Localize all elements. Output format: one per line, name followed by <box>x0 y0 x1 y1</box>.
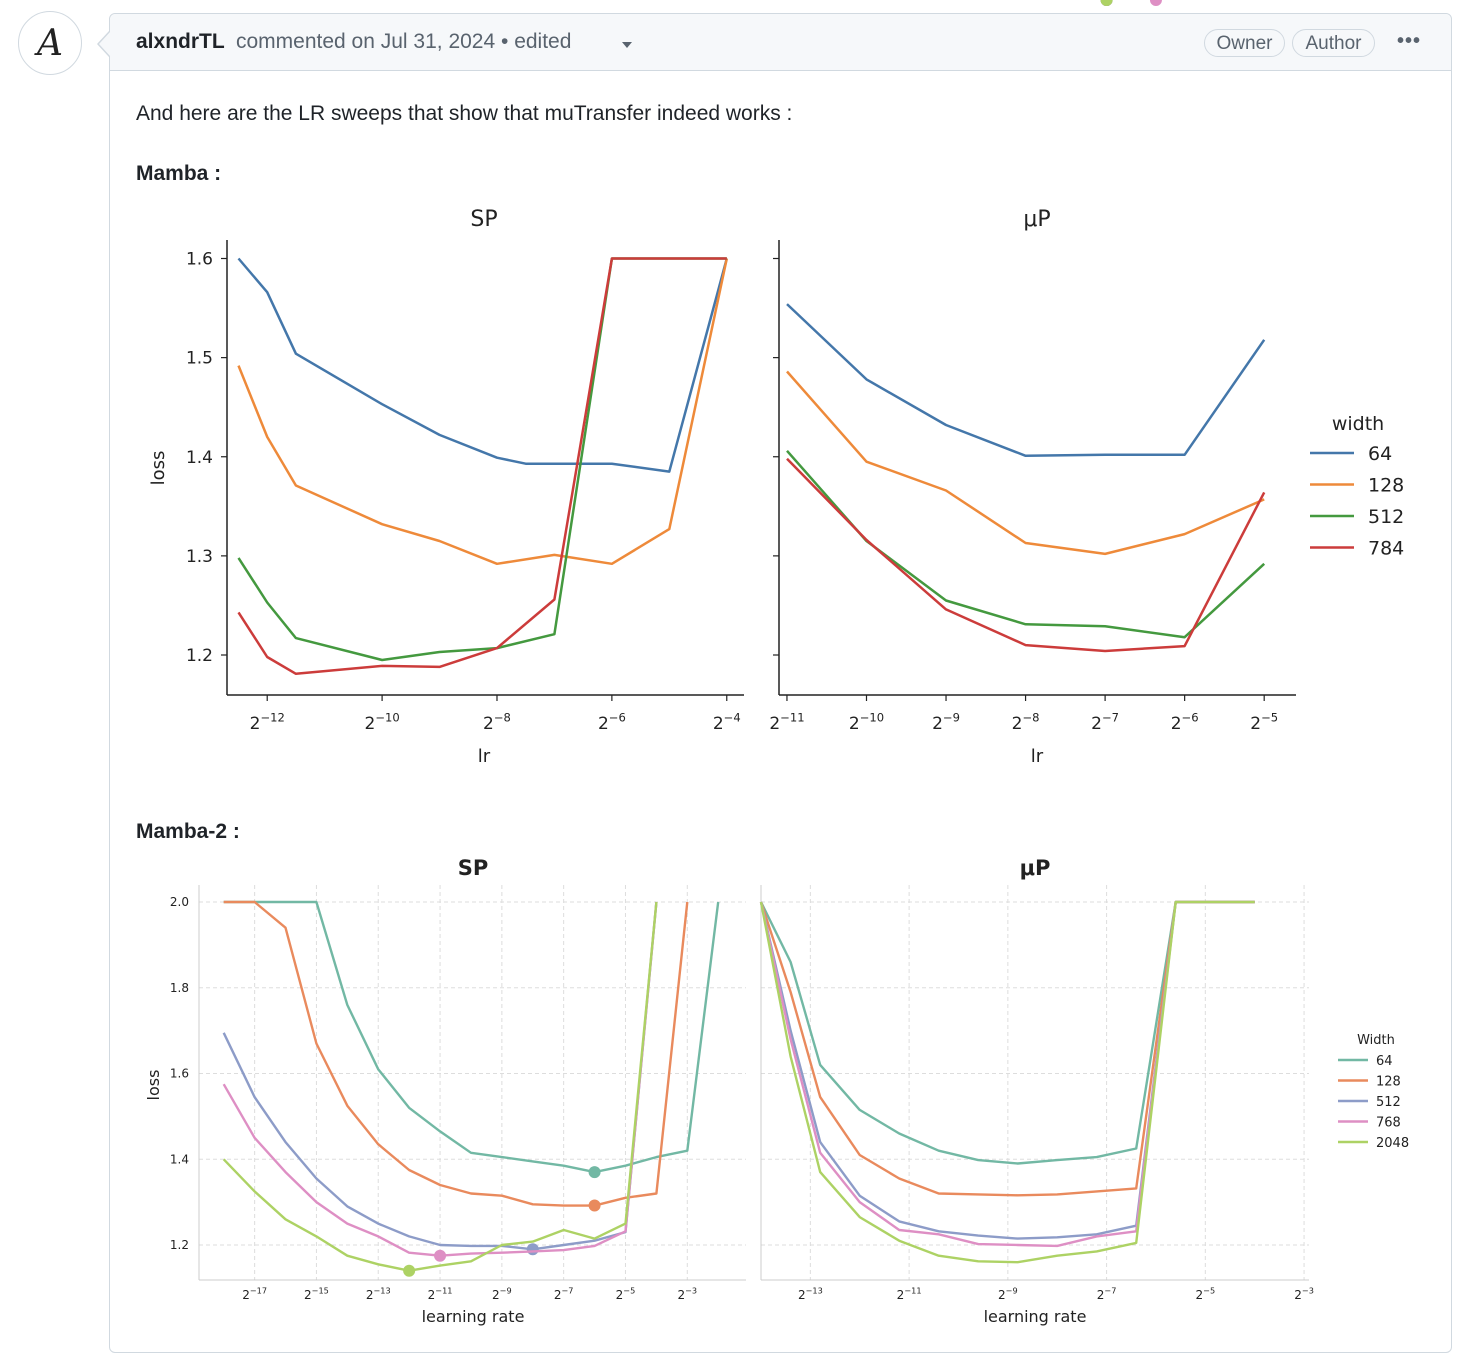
legend-title: width <box>1332 413 1384 435</box>
series-line-512 <box>222 901 658 1251</box>
comment-meta[interactable]: commented on Jul 31, 2024 • edited <box>236 30 572 53</box>
y-tick-label: 1.4 <box>170 1152 189 1166</box>
min-marker-64 <box>588 1166 601 1179</box>
chevron-down-icon[interactable] <box>622 42 632 48</box>
owner-badge: Owner <box>1204 29 1285 57</box>
x-tick-label: 2−13 <box>366 1286 391 1302</box>
comment-caret-inner <box>99 32 110 56</box>
x-tick-label: 2−13 <box>798 1286 823 1302</box>
series-line-64 <box>237 257 729 473</box>
x-tick-label: 2−9 <box>492 1286 512 1302</box>
x-tick-label: 2−11 <box>897 1286 922 1302</box>
comment-body-text: And here are the LR sweeps that show tha… <box>136 102 793 125</box>
y-axis-label: loss <box>144 1070 163 1101</box>
author-link[interactable]: alxndrTL <box>136 30 225 53</box>
series-line-512 <box>237 257 727 662</box>
legend-label-784: 784 <box>1368 538 1404 560</box>
x-tick-label: 2−5 <box>616 1286 636 1302</box>
x-tick-label: 2−7 <box>1097 1286 1117 1302</box>
chart-title: SP <box>458 856 489 880</box>
series-line-64 <box>786 303 1266 458</box>
chart-title: μP <box>1023 207 1050 232</box>
chart-title: SP <box>470 207 497 232</box>
x-tick-label: 2−3 <box>1294 1286 1314 1302</box>
avatar[interactable]: A <box>18 11 82 75</box>
x-tick-label: 2−10 <box>364 710 399 734</box>
comment-header: alxndrTL commented on Jul 31, 2024 • edi… <box>110 14 1451 71</box>
mamba-heading: Mamba : <box>136 162 222 185</box>
x-tick-label: 2−4 <box>713 710 741 734</box>
avatar-letter: A <box>37 22 63 64</box>
x-tick-label: 2−8 <box>483 710 511 734</box>
min-marker-768 <box>1149 0 1162 6</box>
y-tick-label: 1.3 <box>186 547 213 567</box>
y-tick-label: 1.2 <box>170 1238 189 1252</box>
min-marker-128 <box>588 1199 601 1212</box>
x-tick-label: 2−10 <box>849 710 884 734</box>
x-tick-label: 2−11 <box>428 1286 453 1302</box>
legend-label-512: 512 <box>1376 1095 1401 1110</box>
x-axis-label: learning rate <box>422 1307 525 1326</box>
y-tick-label: 2.0 <box>170 895 189 909</box>
y-tick-label: 1.5 <box>186 349 213 369</box>
x-tick-label: 2−8 <box>1012 710 1040 734</box>
series-line-784 <box>237 257 727 676</box>
x-axis-label: learning rate <box>984 1307 1087 1326</box>
x-tick-label: 2−7 <box>1091 710 1119 734</box>
series-line-2048 <box>759 900 1255 1264</box>
min-marker-768 <box>434 1249 447 1262</box>
y-tick-label: 1.8 <box>170 981 189 995</box>
min-marker-2048 <box>403 1264 416 1277</box>
x-tick-label: 2−11 <box>769 710 804 734</box>
y-tick-label: 1.6 <box>186 250 213 270</box>
legend-label-512: 512 <box>1368 506 1404 528</box>
chart-title: μP <box>1020 856 1051 880</box>
min-marker-2048 <box>1100 0 1113 6</box>
x-tick-label: 2−5 <box>1250 710 1278 734</box>
series-line-128 <box>223 900 689 1207</box>
legend-label-64: 64 <box>1368 443 1392 465</box>
series-line-784 <box>786 457 1266 653</box>
series-line-64 <box>223 900 720 1174</box>
y-tick-label: 1.4 <box>186 448 213 468</box>
x-axis-label: lr <box>1031 746 1044 767</box>
x-tick-label: 2−7 <box>554 1286 574 1302</box>
x-tick-label: 2−17 <box>242 1286 267 1302</box>
legend-label-2048: 2048 <box>1376 1136 1409 1151</box>
series-line-2048 <box>222 901 658 1272</box>
author-badge: Author <box>1292 29 1375 57</box>
legend-label-768: 768 <box>1376 1116 1401 1131</box>
y-tick-label: 1.2 <box>186 646 213 666</box>
x-tick-label: 2−15 <box>304 1286 329 1302</box>
y-axis-label: loss <box>148 451 169 486</box>
legend-title: Width <box>1357 1033 1395 1048</box>
x-tick-label: 2−3 <box>677 1286 697 1302</box>
kebab-menu-icon[interactable]: ••• <box>1396 30 1421 52</box>
x-axis-label: lr <box>478 746 491 767</box>
x-tick-label: 2−9 <box>932 710 960 734</box>
mamba2-heading: Mamba-2 : <box>136 820 240 843</box>
series-line-128 <box>237 258 729 566</box>
series-line-128 <box>786 370 1265 556</box>
x-tick-label: 2−6 <box>598 710 626 734</box>
x-tick-label: 2−9 <box>998 1286 1018 1302</box>
x-tick-label: 2−12 <box>250 710 285 734</box>
legend-label-128: 128 <box>1376 1075 1401 1090</box>
x-tick-label: 2−5 <box>1195 1286 1215 1302</box>
legend-label-128: 128 <box>1368 475 1404 497</box>
x-tick-label: 2−6 <box>1171 710 1199 734</box>
legend-label-64: 64 <box>1376 1054 1393 1069</box>
y-tick-label: 1.6 <box>170 1067 189 1081</box>
